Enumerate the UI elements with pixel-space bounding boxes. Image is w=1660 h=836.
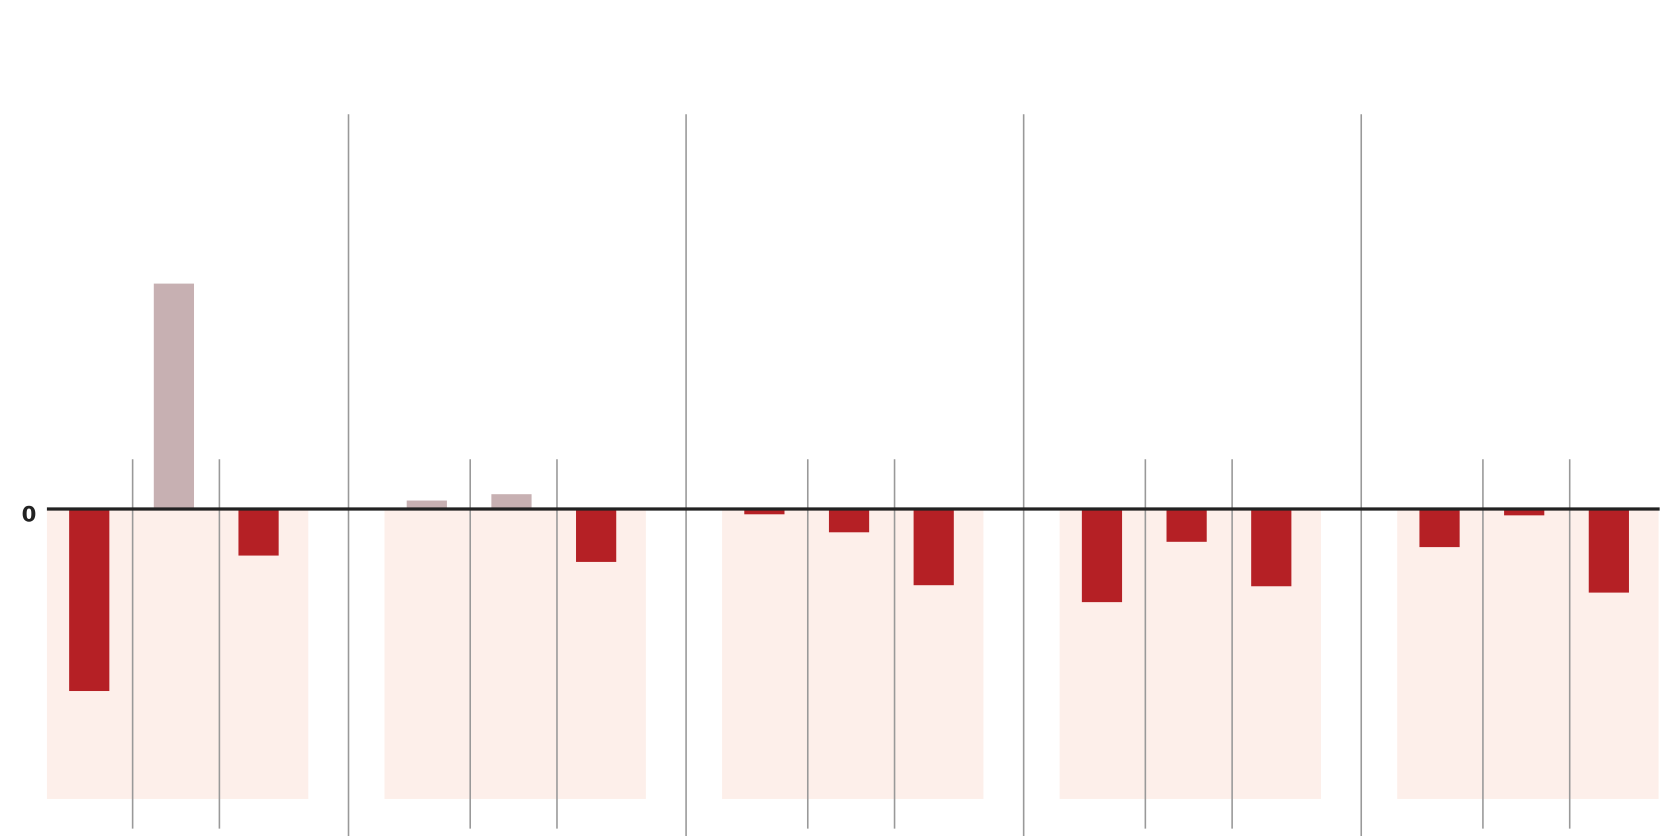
bar [153,283,195,510]
bar [491,494,532,510]
bar [913,509,954,586]
y-tick-label: 0 [22,501,37,526]
bar [69,509,110,692]
bar [576,509,617,562]
bar [1588,509,1629,593]
bar [1419,509,1460,548]
bar [1166,509,1207,542]
bar [744,509,785,515]
bar [1251,509,1292,587]
bar [828,509,870,533]
bar [1504,509,1545,516]
bar [238,509,279,556]
bar [406,500,447,510]
bar [1081,509,1123,603]
